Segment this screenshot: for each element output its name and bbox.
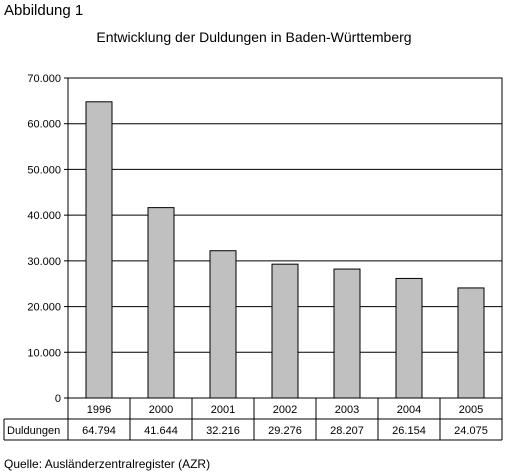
x-category-label: 2004 (397, 404, 421, 416)
x-category-label: 2003 (335, 404, 359, 416)
table-value: 32.216 (206, 425, 240, 437)
data-table: 1996 2000 2001 2002 2003 2004 2005 Duldungen 64.… (3, 398, 503, 441)
y-tick-label: 30.000 (27, 256, 61, 268)
x-category-label: 2005 (459, 404, 483, 416)
y-axis-tick-labels: 0 10.000 20.000 30.000 40.000 50.000 60.000 70.… (27, 73, 68, 405)
y-tick-label: 0 (55, 393, 61, 405)
x-category-label: 2001 (211, 404, 235, 416)
bars (85, 101, 485, 399)
table-value: 24.075 (454, 425, 488, 437)
bar (395, 277, 423, 399)
y-tick-label: 70.000 (27, 73, 61, 85)
table-value: 41.644 (144, 425, 178, 437)
y-tick-label: 10.000 (27, 347, 61, 359)
bar (333, 268, 361, 399)
table-value: 29.276 (268, 425, 302, 437)
source-note: Quelle: Ausländerzentralregister (AZR) (4, 457, 211, 471)
table-series-name: Duldungen (7, 425, 60, 437)
bar (209, 250, 237, 399)
chart-title: Entwicklung der Duldungen in Baden-Württ… (96, 29, 411, 45)
x-category-label: 2000 (149, 404, 173, 416)
bar (271, 263, 299, 399)
y-tick-label: 60.000 (27, 119, 61, 131)
bar (147, 207, 175, 399)
bar (457, 287, 485, 399)
figure-label: Abbildung 1 (4, 2, 84, 19)
table-value: 64.794 (82, 425, 116, 437)
x-category-label: 2002 (273, 404, 297, 416)
bar (85, 101, 113, 399)
x-category-label: 1996 (87, 404, 111, 416)
y-tick-label: 50.000 (27, 164, 61, 176)
table-value: 28.207 (330, 425, 364, 437)
y-tick-label: 20.000 (27, 302, 61, 314)
y-tick-label: 40.000 (27, 210, 61, 222)
table-value: 26.154 (392, 425, 426, 437)
